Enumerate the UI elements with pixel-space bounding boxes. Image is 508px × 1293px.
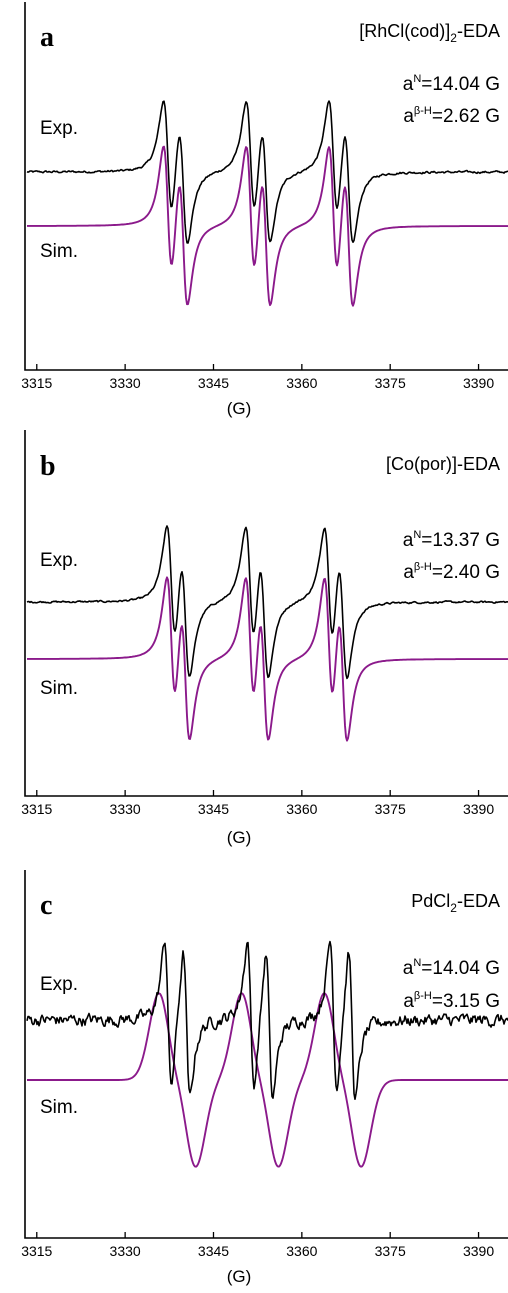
x-tick-label: 3330 <box>110 375 141 391</box>
panel-letter: a <box>40 22 54 53</box>
hyperfine-n-label: aN=14.04 G <box>403 957 500 979</box>
x-tick-label: 3315 <box>21 801 52 817</box>
hyperfine-n-label: aN=14.04 G <box>403 73 500 95</box>
x-tick-label: 3390 <box>463 801 494 817</box>
panel-frame <box>24 870 508 1239</box>
hyperfine-n-label: aN=13.37 G <box>403 529 500 551</box>
compound-label: [RhCl(cod)]2-EDA <box>359 21 500 45</box>
panel-frame <box>24 2 508 371</box>
exp-label: Exp. <box>40 550 78 571</box>
sim-label: Sim. <box>40 1097 78 1118</box>
panel-b: b [Co(por)]-EDA aN=13.37 G aβ-H=2.40 G E… <box>21 430 508 847</box>
sim-spectrum-line <box>27 992 508 1168</box>
sim-spectrum-line <box>27 576 508 742</box>
x-tick-label: 3315 <box>21 1243 52 1259</box>
x-tick-label: 3375 <box>375 1243 406 1259</box>
compound-label: [Co(por)]-EDA <box>386 454 500 474</box>
x-tick-label: 3360 <box>286 801 317 817</box>
panel-letter: c <box>40 890 52 921</box>
x-axis-label: (G) <box>227 1267 252 1286</box>
x-tick-label: 3330 <box>110 1243 141 1259</box>
x-tick-label: 3360 <box>286 375 317 391</box>
exp-spectrum-line <box>26 940 508 1100</box>
hyperfine-h-label: aβ-H=3.15 G <box>403 990 500 1012</box>
exp-label: Exp. <box>40 974 78 995</box>
exp-spectrum-line <box>26 100 508 244</box>
panel-frame <box>24 430 508 797</box>
x-axis-label: (G) <box>227 399 252 418</box>
x-tick-label: 3360 <box>286 1243 317 1259</box>
x-tick-label: 3345 <box>198 1243 229 1259</box>
hyperfine-h-label: aβ-H=2.62 G <box>403 105 500 127</box>
panel-letter: b <box>40 451 56 482</box>
x-tick-label: 3375 <box>375 801 406 817</box>
x-tick-label: 3345 <box>198 375 229 391</box>
exp-spectrum-line <box>26 525 508 680</box>
x-tick-label: 3375 <box>375 375 406 391</box>
sim-label: Sim. <box>40 678 78 699</box>
sim-spectrum-line <box>27 145 508 307</box>
compound-label: PdCl2-EDA <box>411 891 500 915</box>
x-tick-label: 3345 <box>198 801 229 817</box>
x-axis-label: (G) <box>227 828 252 847</box>
sim-label: Sim. <box>40 241 78 262</box>
x-tick-label: 3390 <box>463 1243 494 1259</box>
x-tick-label: 3330 <box>110 801 141 817</box>
exp-label: Exp. <box>40 118 78 139</box>
x-tick-label: 3390 <box>463 375 494 391</box>
hyperfine-h-label: aβ-H=2.40 G <box>403 561 500 583</box>
panel-c: c PdCl2-EDA aN=14.04 G aβ-H=3.15 G Exp. … <box>21 870 508 1286</box>
panel-a: a [RhCl(cod)]2-EDA aN=14.04 G aβ-H=2.62 … <box>21 2 508 418</box>
x-tick-label: 3315 <box>21 375 52 391</box>
